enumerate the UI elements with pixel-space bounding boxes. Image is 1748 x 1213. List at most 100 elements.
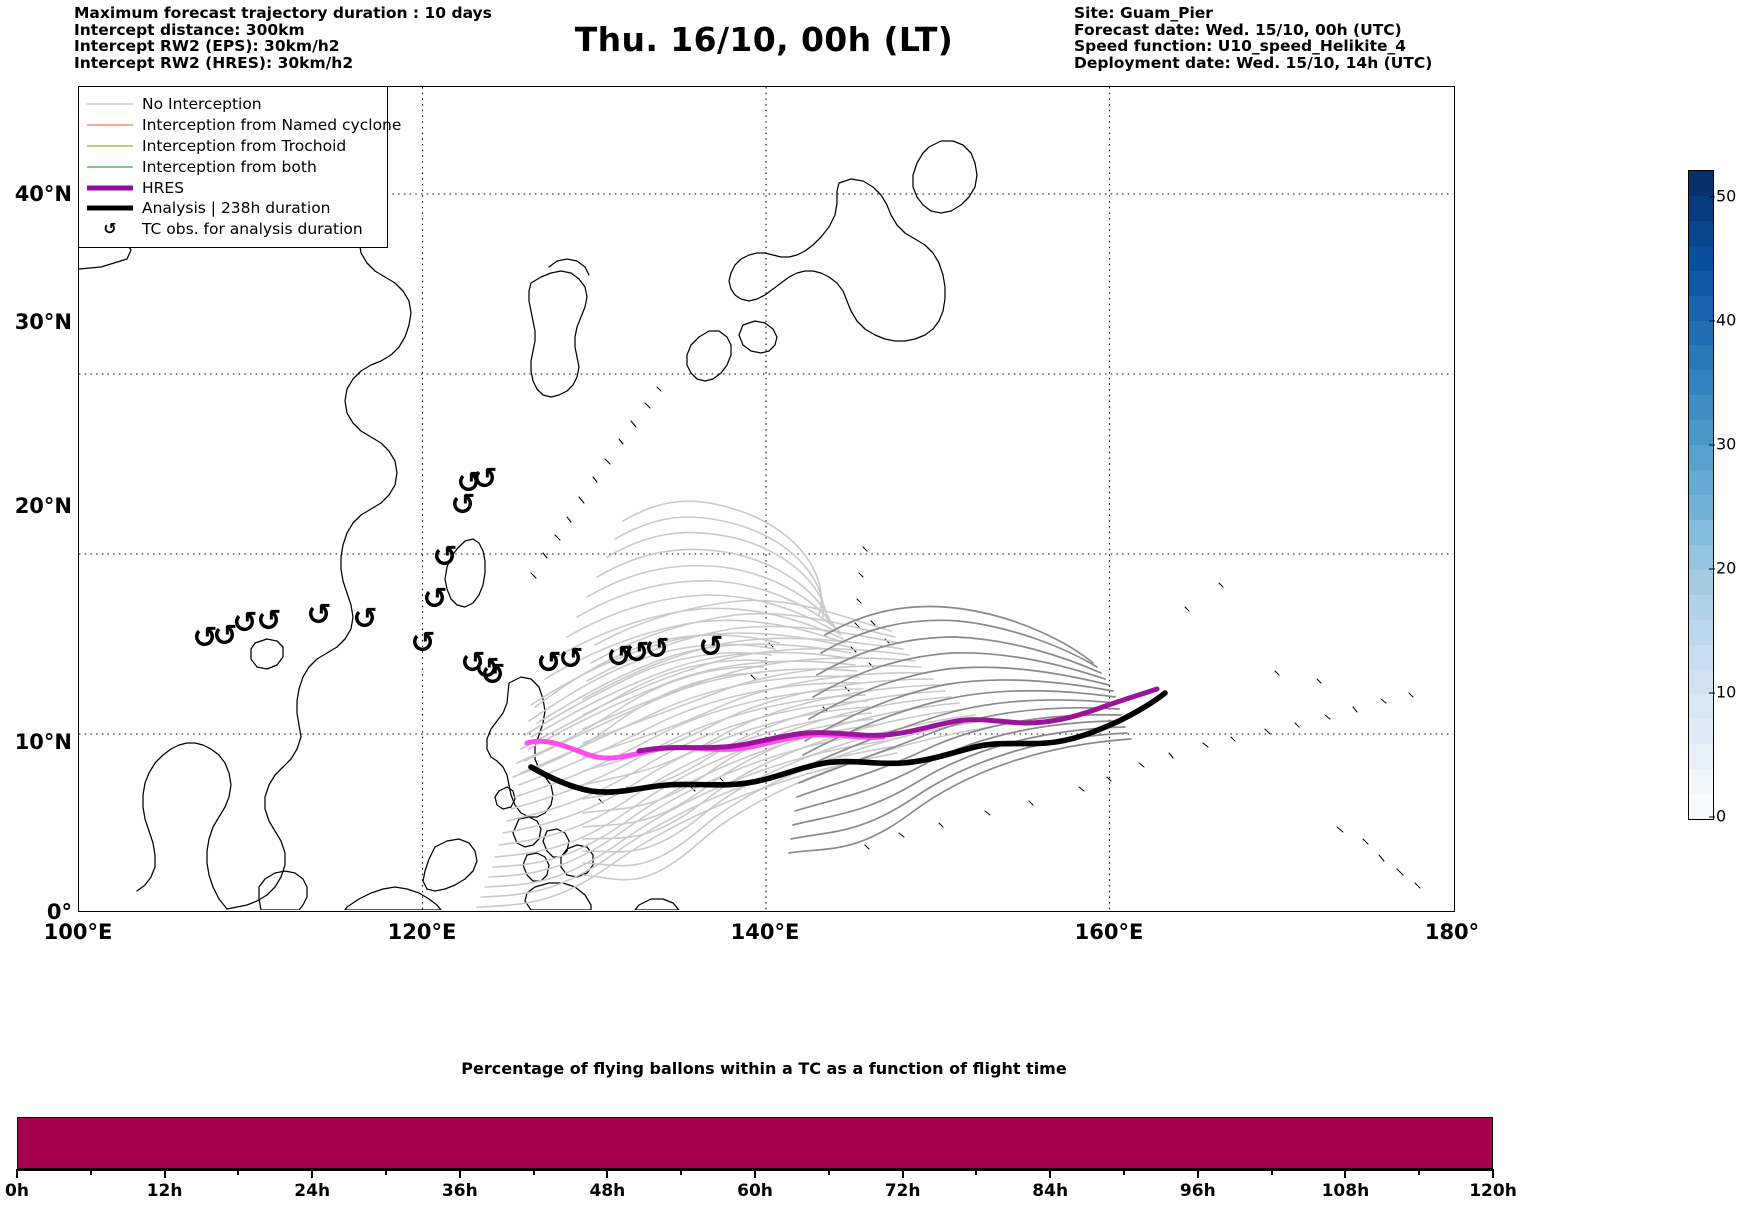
svg-text:↺: ↺ [306, 598, 331, 633]
xtick-label-180: 180° [1424, 920, 1480, 944]
colorbar-tick-0: 0 [1708, 806, 1727, 826]
colorbar-tick-50: 50 [1708, 186, 1737, 206]
percentage-bar-minor-tick [827, 1169, 830, 1175]
svg-text:↺: ↺ [422, 582, 447, 617]
header-left-line-3: Intercept RW2 (EPS): 30km/h2 [74, 37, 340, 56]
percentage-bar-tick-label: 108h [1321, 1181, 1370, 1201]
percentage-bar-tick [1492, 1169, 1494, 1178]
percentage-bar-minor-tick [1418, 1169, 1421, 1175]
svg-text:↺: ↺ [256, 604, 281, 639]
percentage-bar-tick [901, 1169, 904, 1178]
colorbar-step [1689, 544, 1713, 570]
legend-label: HRES [142, 178, 185, 197]
percentage-bar-tick [1344, 1169, 1347, 1178]
legend-label: Interception from Named cyclone [142, 116, 402, 135]
legend-label: No Interception [142, 95, 262, 114]
colorbar[interactable] [1688, 170, 1714, 820]
colorbar-step [1689, 220, 1713, 246]
legend-item-named-cyclone[interactable]: Interception from Named cyclone [87, 115, 401, 136]
svg-text:↺: ↺ [558, 642, 583, 677]
eps-track-layer-dark [788, 605, 1132, 854]
percentage-bar-tick [754, 1169, 756, 1178]
xtick-label-100e: 100°E [43, 920, 113, 944]
legend-swatch-line-icon [87, 97, 133, 111]
svg-text:↺: ↺ [352, 602, 377, 637]
colorbar-step [1689, 445, 1713, 471]
colorbar-step [1689, 644, 1713, 670]
colorbar-step [1689, 719, 1713, 745]
hres-track [636, 686, 1160, 754]
svg-text:↺: ↺ [644, 632, 669, 667]
percentage-bar-tick-label: 72h [884, 1181, 921, 1201]
legend-swatch-line-icon [87, 160, 133, 174]
legend-item-both[interactable]: Interception from both [87, 156, 379, 177]
colorbar-step [1689, 594, 1713, 620]
percentage-bar-caption: Percentage of flying ballons within a TC… [461, 1059, 1067, 1078]
colorbar-step [1689, 519, 1713, 545]
percentage-bar-tick-label: 12h [146, 1181, 183, 1201]
svg-text:↺: ↺ [472, 462, 497, 497]
colorbar-step [1689, 619, 1713, 645]
colorbar-step [1689, 744, 1713, 770]
ytick-label-40n: 40°N [14, 182, 72, 206]
svg-text:↺: ↺ [460, 646, 485, 681]
svg-text:↺: ↺ [536, 646, 561, 681]
percentage-bar-tick [606, 1169, 609, 1178]
svg-text:↺: ↺ [450, 488, 475, 523]
colorbar-step [1689, 370, 1713, 396]
colorbar-step [1689, 794, 1713, 819]
legend-swatch-line-icon [87, 118, 133, 132]
ytick-label-30n: 30°N [14, 310, 72, 334]
colorbar-step [1689, 669, 1713, 695]
colorbar-step [1689, 694, 1713, 720]
percentage-bar-tick-label: 60h [737, 1181, 773, 1201]
percentage-bar-tick [1049, 1169, 1052, 1178]
percentage-bar[interactable] [17, 1117, 1493, 1169]
tc-observation-layer: ↺ ↺ ↺ ↺ ↺ ↺ ↺ ↺ ↺ ↺ ↺ ↺ ↺ ↺ ↺ ↺ ↺ ↺ ↺ ↺ … [192, 462, 723, 693]
percentage-bar-minor-tick [532, 1169, 535, 1175]
percentage-bar-tick-label: 24h [294, 1181, 331, 1201]
colorbar-step [1689, 569, 1713, 595]
percentage-bar-tick-label: 84h [1032, 1181, 1069, 1201]
svg-text:↺: ↺ [698, 630, 723, 665]
svg-text:↺: ↺ [536, 646, 561, 681]
colorbar-step [1689, 345, 1713, 371]
colorbar-tick-10: 10 [1708, 682, 1737, 702]
legend-item-analysis[interactable]: Analysis | 238h duration [87, 198, 379, 219]
colorbar-tick-40: 40 [1708, 310, 1737, 330]
percentage-bar-minor-tick [680, 1169, 683, 1175]
percentage-bar-tick [16, 1169, 18, 1178]
header-left-block: Maximum forecast trajectory duration : 1… [74, 5, 674, 71]
legend-item-hres[interactable]: HRES [87, 177, 379, 198]
header-left-line-4: Intercept RW2 (HRES): 30km/h2 [74, 53, 354, 72]
percentage-bar-minor-tick [1270, 1169, 1273, 1175]
percentage-bar-minor-tick [975, 1169, 978, 1175]
colorbar-tick-30: 30 [1708, 434, 1737, 454]
svg-text:↺: ↺ [232, 606, 257, 641]
percentage-bar-tick-label: 36h [441, 1181, 478, 1201]
svg-text:↺: ↺ [606, 640, 631, 675]
legend-label: Interception from both [142, 157, 317, 176]
header-right-block: Site: Guam_Pier Forecast date: Wed. 15/1… [1074, 5, 1694, 71]
svg-text:↺: ↺ [432, 540, 457, 575]
colorbar-step [1689, 270, 1713, 296]
svg-text:↺: ↺ [192, 621, 217, 656]
ytick-label-20n: 20°N [14, 494, 72, 518]
xtick-label-140e: 140°E [730, 920, 800, 944]
legend-item-trochoid[interactable]: Interception from Trochoid [87, 136, 379, 157]
percentage-bar-tick-label: 120h [1469, 1181, 1517, 1201]
colorbar-step [1689, 320, 1713, 346]
legend-item-no-interception[interactable]: No Interception [87, 94, 379, 115]
analysis-track [528, 690, 1168, 795]
colorbar-step [1689, 395, 1713, 421]
svg-text:↺: ↺ [474, 652, 499, 687]
percentage-bar-fill [18, 1118, 1492, 1168]
colorbar-step [1689, 470, 1713, 495]
ytick-label-10n: 10°N [14, 730, 72, 754]
legend-item-tc-obs[interactable]: ↺ TC obs. for analysis duration [87, 219, 379, 240]
legend-label: Interception from Trochoid [142, 136, 347, 155]
map-legend[interactable]: No Interception Interception from Named … [78, 86, 401, 248]
svg-text:↺: ↺ [410, 626, 435, 661]
header-left-line-1: Maximum forecast trajectory duration : 1… [74, 4, 492, 22]
colorbar-step [1689, 769, 1713, 795]
